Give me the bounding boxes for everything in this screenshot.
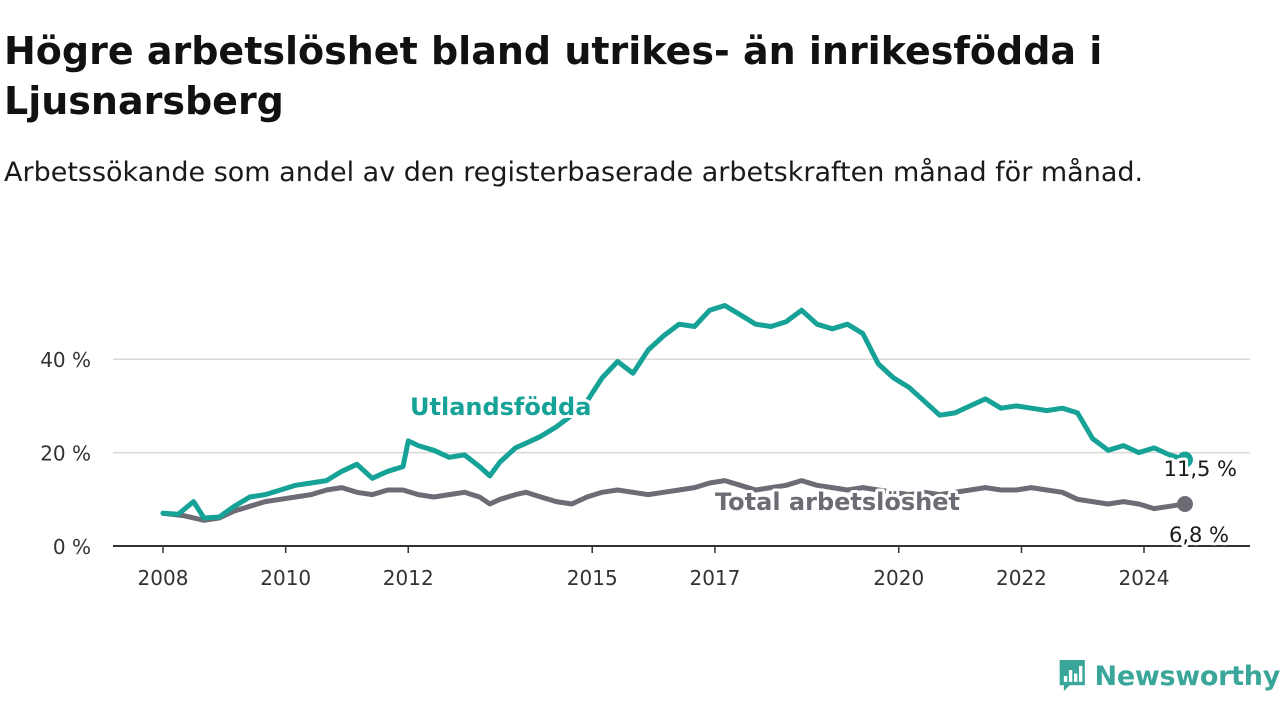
x-tick-label: 2017 bbox=[689, 566, 740, 590]
chart-title: Högre arbetslöshet bland utrikes- än inr… bbox=[4, 29, 1103, 123]
x-tick-label: 2008 bbox=[138, 566, 189, 590]
series-label-total: Total arbetslöshet bbox=[715, 488, 960, 516]
y-tick-label: 40 % bbox=[40, 348, 91, 372]
end-point-total bbox=[1176, 495, 1193, 512]
end-value-label-total: 6,8 % bbox=[1169, 523, 1229, 547]
series-line-utlandsfodda bbox=[160, 303, 1188, 521]
newsworthy-logo-text: Newsworthy bbox=[1094, 660, 1280, 692]
chart-subtitle: Arbetssökande som andel av den registerb… bbox=[4, 157, 1144, 188]
series-line-total bbox=[160, 478, 1188, 523]
x-tick-label: 2010 bbox=[260, 566, 311, 590]
x-tick-label: 2012 bbox=[383, 566, 434, 590]
end-value-label-utlandsfodda: 11,5 % bbox=[1164, 457, 1237, 481]
x-tick-label: 2022 bbox=[996, 566, 1047, 590]
y-tick-label: 0 % bbox=[53, 535, 91, 559]
newsworthy-logo-icon bbox=[1059, 660, 1085, 692]
y-tick-label: 20 % bbox=[40, 442, 91, 466]
x-tick-label: 2020 bbox=[873, 566, 924, 590]
x-tick-label: 2024 bbox=[1119, 566, 1170, 590]
series-label-utlandsfodda: Utlandsfödda bbox=[410, 393, 591, 421]
x-tick-label: 2015 bbox=[567, 566, 618, 590]
newsworthy-logo: Newsworthy bbox=[1058, 655, 1280, 697]
end-point-utlandsfodda bbox=[1176, 451, 1193, 468]
